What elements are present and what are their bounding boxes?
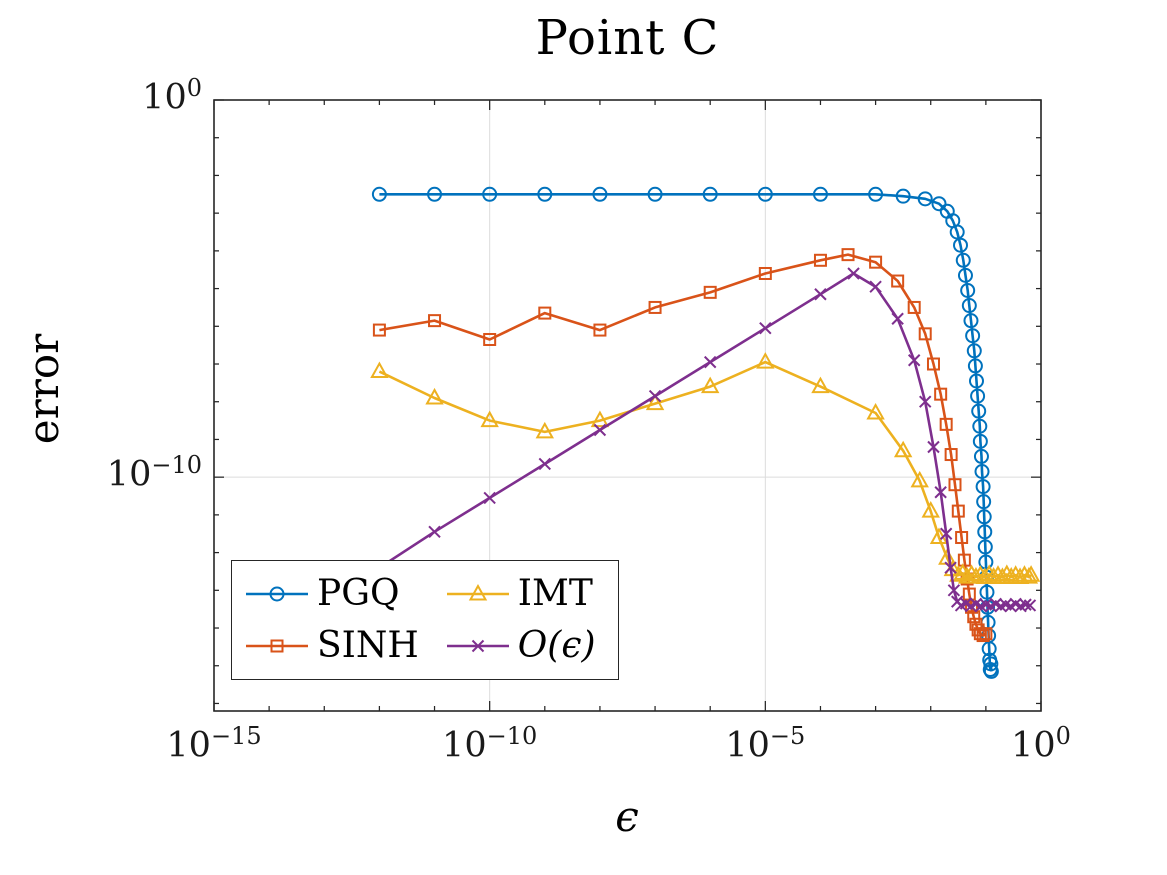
axis-ticks	[213, 99, 1042, 711]
x-axis-label: ϵ	[615, 792, 639, 841]
x-tick-label: 10−15	[166, 722, 262, 766]
x-tick-label: 10−5	[725, 722, 806, 766]
series-oeps	[373, 267, 1037, 613]
legend-entry-oeps: O(ϵ)	[445, 624, 596, 666]
legend-swatch-imt-icon	[446, 583, 509, 601]
y-tick-label: 10−10	[106, 451, 202, 495]
legend-entry-imt: IMT	[445, 575, 596, 613]
legend-label-pgq: PGQ	[317, 573, 400, 614]
x-tick-label: 100	[1011, 722, 1071, 766]
legend-swatch-sinh-icon	[246, 639, 308, 653]
y-tick-label: 100	[142, 74, 202, 118]
series-sinh	[372, 248, 993, 643]
legend-label-oeps: O(ϵ)	[517, 624, 596, 666]
legend-swatch-pgq-icon	[246, 586, 308, 602]
legend-entry-pgq: PGQ	[244, 575, 419, 613]
legend-entry-sinh: SINH	[244, 624, 419, 666]
legend-entries: PGQ SINH IMT O(ϵ)	[244, 575, 596, 665]
legend: PGQ SINH IMT O(ϵ)	[231, 560, 619, 680]
series-imt	[370, 352, 1041, 584]
x-tick-label: 10−10	[442, 722, 538, 766]
chart-title: Point C	[535, 10, 720, 66]
axes-box	[213, 99, 1042, 712]
legend-label-sinh: SINH	[317, 624, 419, 666]
legend-swatch-oeps-icon	[446, 639, 509, 652]
series-pgq	[371, 186, 999, 679]
legend-label-imt: IMT	[517, 573, 593, 614]
